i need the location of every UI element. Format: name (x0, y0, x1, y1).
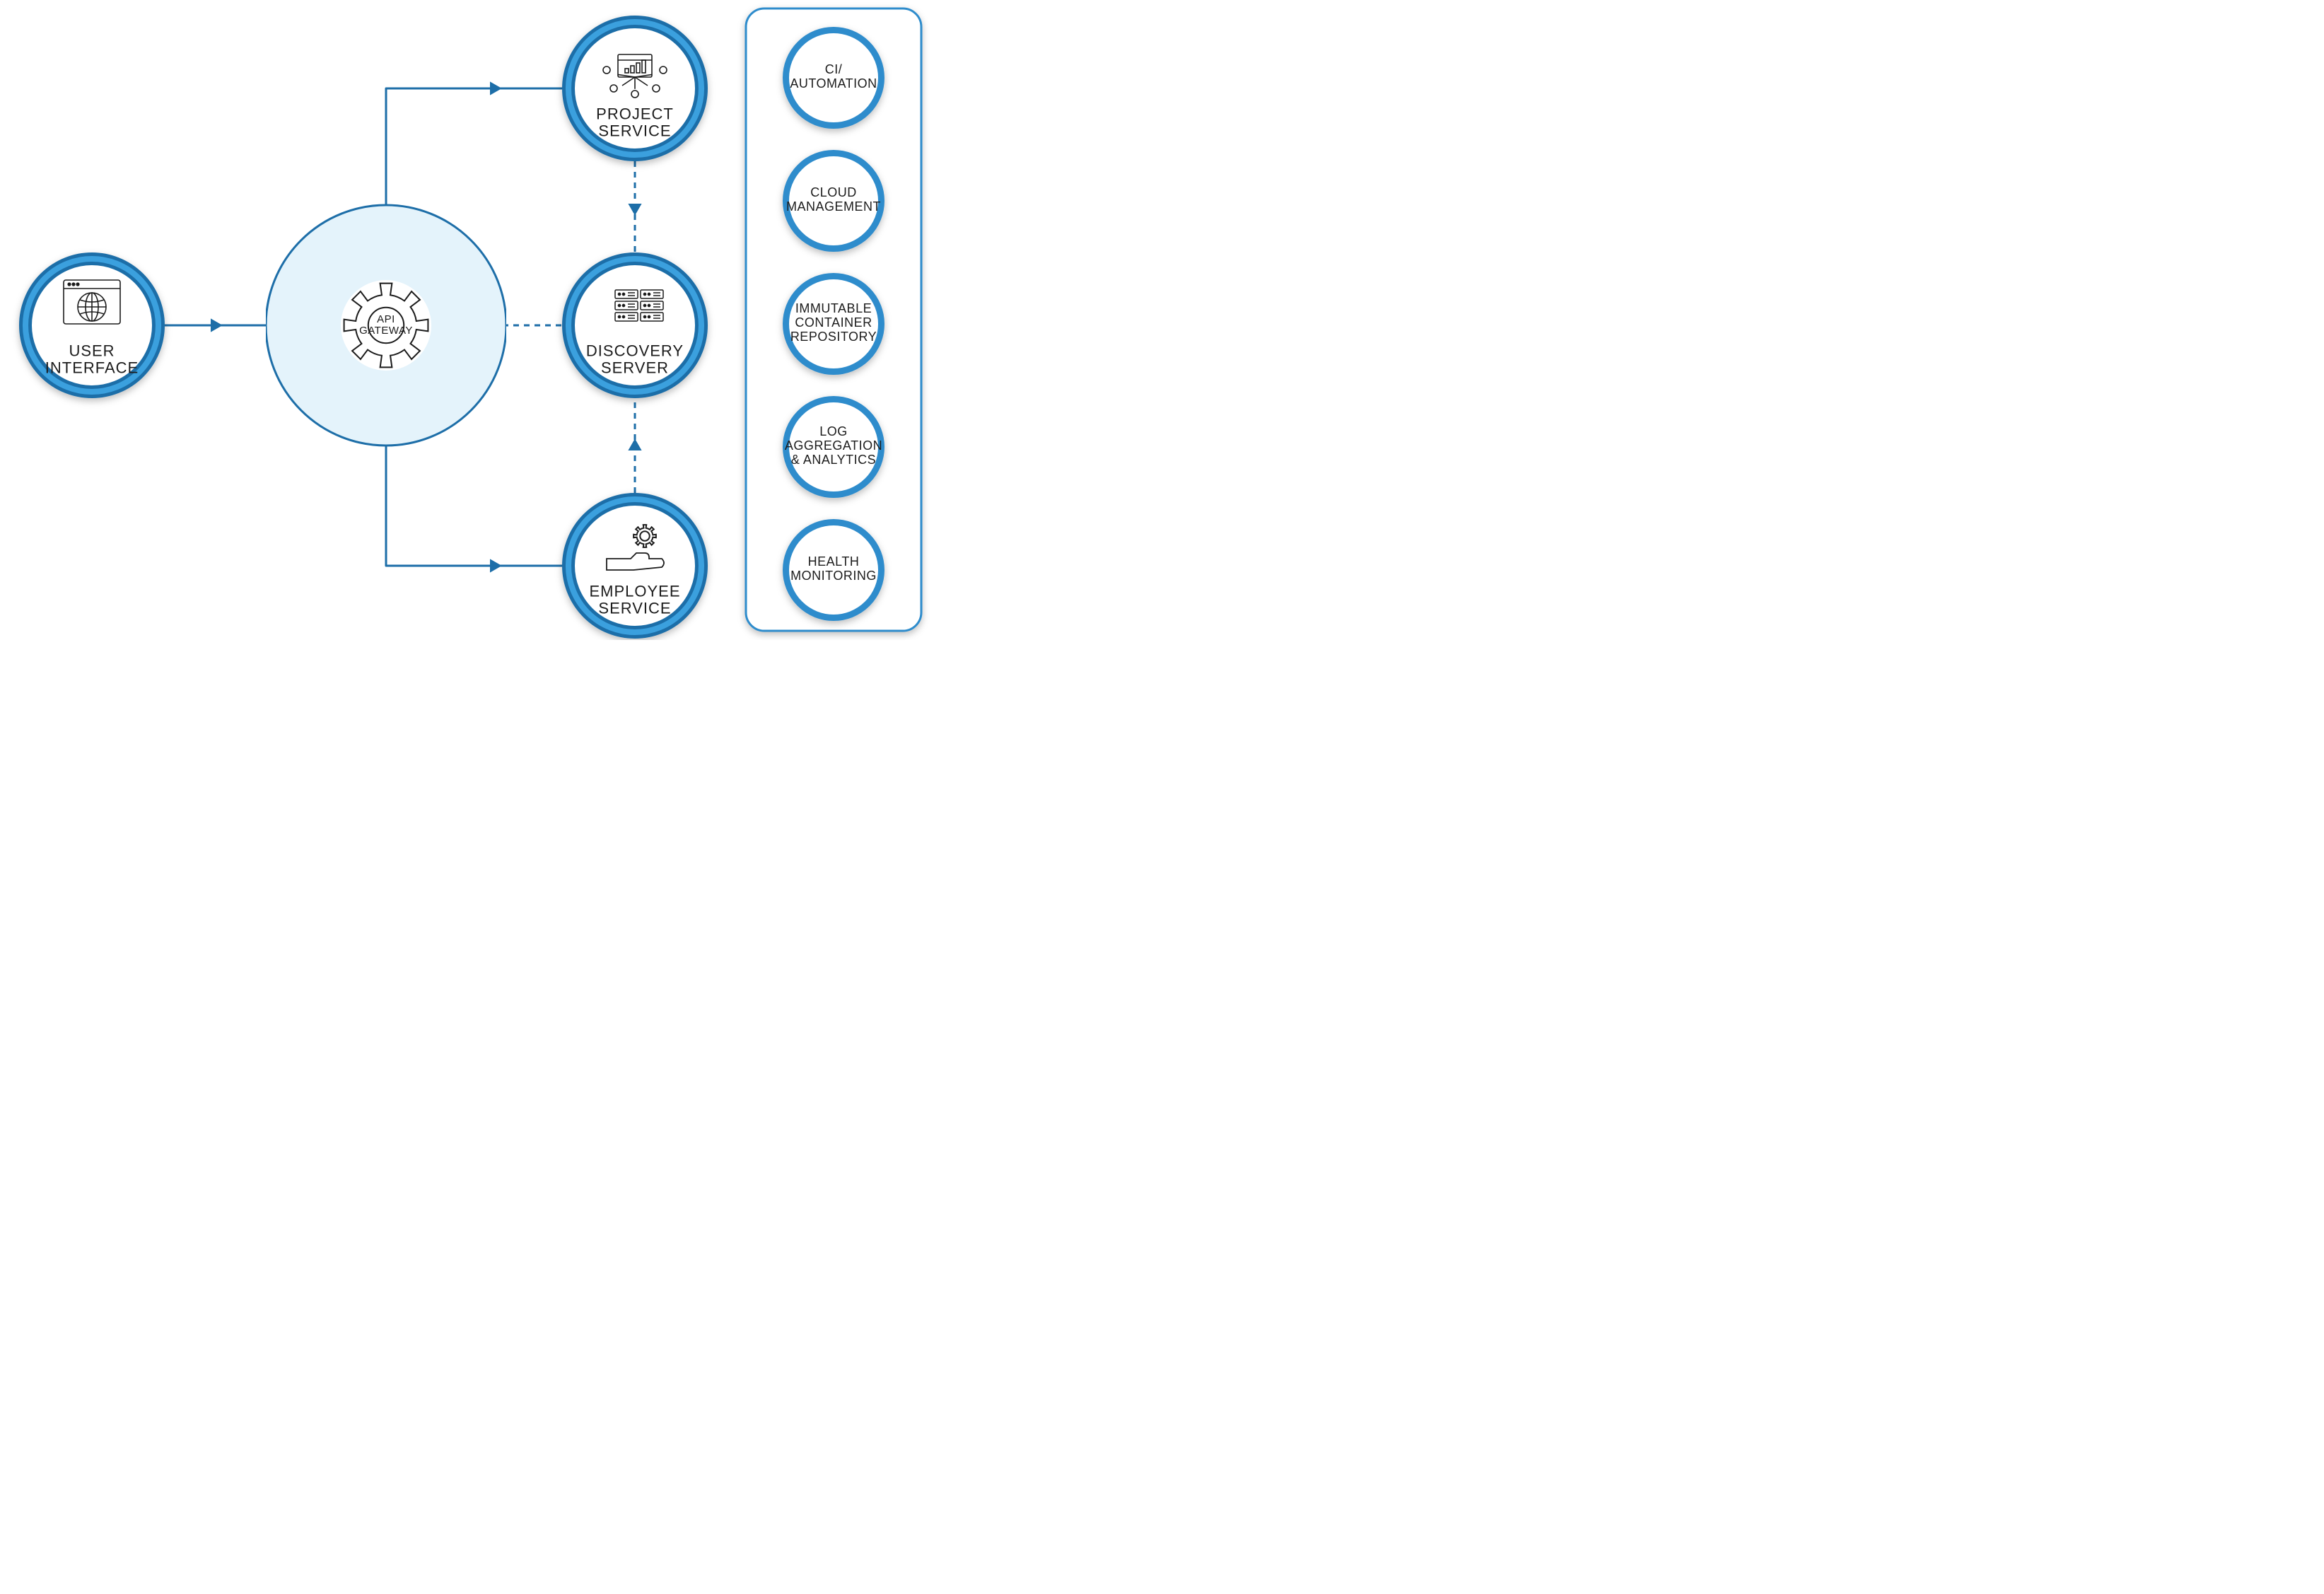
support-node-3-label-1: AGGREGATION (785, 438, 882, 453)
gateway-label-0: API (377, 313, 395, 325)
project-node: PROJECTSERVICE (568, 22, 701, 155)
support-node-2: IMMUTABLECONTAINERREPOSITORY (786, 277, 882, 372)
support-node-4-label-0: HEALTH (808, 554, 860, 569)
support-node-1: CLOUDMANAGEMENT (786, 153, 882, 249)
support-node-4-label-1: MONITORING (790, 569, 877, 583)
employee-node: EMPLOYEESERVICE (568, 499, 701, 632)
edge-project-to-discovery (628, 161, 641, 252)
support-node-0: CI/AUTOMATION (786, 30, 882, 126)
employee-label-1: SERVICE (598, 599, 671, 617)
employee-label-0: EMPLOYEE (589, 582, 680, 600)
arrowhead-icon (490, 81, 502, 95)
arrowhead-icon (628, 204, 641, 216)
edge-employee-to-discovery (628, 398, 641, 493)
support-node-0-label-1: AUTOMATION (790, 76, 877, 91)
discovery-label-0: DISCOVERY (586, 342, 684, 359)
architecture-diagram: USERINTERFACEPROJECTSERVICEDISCOVERYSERV… (0, 0, 933, 640)
support-node-1-label-0: CLOUD (810, 185, 857, 199)
arrowhead-icon (628, 438, 641, 450)
gateway-label-1: GATEWAY (359, 325, 413, 337)
support-node-1-label-1: MANAGEMENT (786, 199, 881, 214)
support-node-2-label-0: IMMUTABLE (795, 301, 872, 315)
support-node-2-label-1: CONTAINER (795, 315, 872, 330)
discovery-label-1: SERVER (601, 359, 669, 376)
support-node-3-label-0: LOG (819, 424, 848, 438)
arrowhead-icon (490, 559, 502, 572)
support-panel: CI/AUTOMATION CLOUDMANAGEMENT IMMUTABLECON… (746, 8, 921, 631)
project-label-0: PROJECT (596, 105, 674, 122)
ui-label-0: USER (69, 342, 115, 359)
support-node-4: HEALTHMONITORING (786, 523, 882, 618)
support-node-3-label-2: & ANALYTICS (791, 453, 876, 467)
support-node-2-label-2: REPOSITORY (790, 330, 877, 344)
ui-label-1: INTERFACE (45, 359, 139, 376)
edge-gateway-to-project (386, 81, 562, 205)
edge-gateway-to-employee (386, 446, 562, 573)
edge-ui-to-gateway (165, 318, 266, 332)
project-label-1: SERVICE (598, 122, 671, 139)
ui-node: USERINTERFACE (25, 259, 158, 392)
support-node-0-label-0: CI/ (825, 62, 843, 76)
support-node-3: LOGAGGREGATION& ANALYTICS (785, 400, 882, 495)
discovery-node: DISCOVERYSERVER (568, 259, 701, 392)
arrowhead-icon (211, 318, 223, 332)
